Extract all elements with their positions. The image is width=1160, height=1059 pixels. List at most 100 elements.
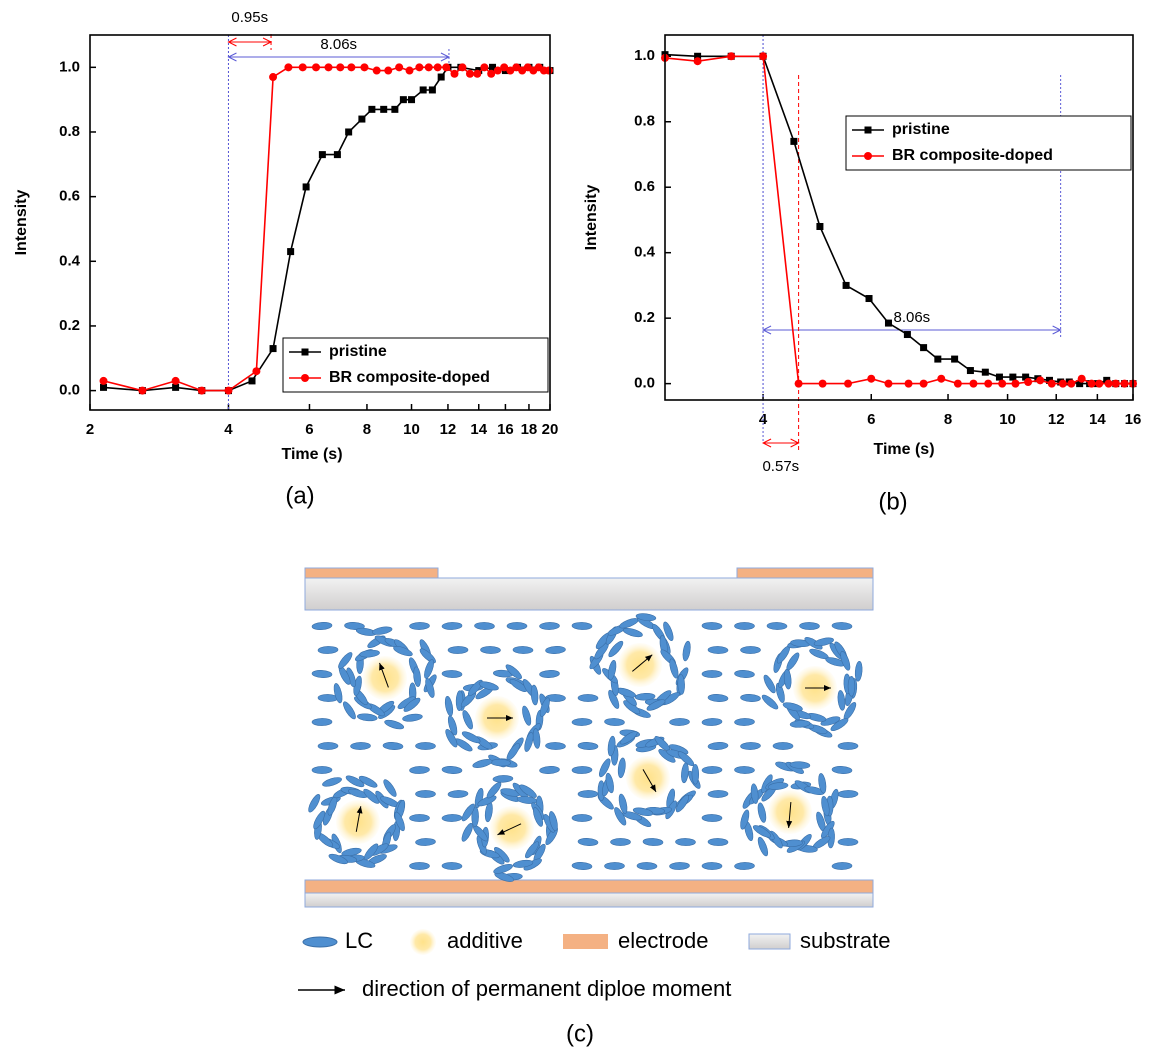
lc-molecule (669, 658, 679, 679)
lc-molecule (642, 838, 664, 846)
marker (1095, 379, 1104, 388)
marker (1077, 374, 1086, 383)
lc-molecule (757, 836, 769, 857)
lc-molecule (384, 719, 405, 730)
x-tick-label: 4 (224, 421, 233, 438)
dipole-arrow (632, 654, 653, 672)
lc-molecule (317, 646, 339, 654)
lc-molecule (750, 783, 759, 804)
lc-molecule (734, 766, 755, 774)
lc-molecule (734, 622, 755, 630)
lc-molecule (357, 713, 378, 722)
lc-molecule (799, 622, 820, 630)
marker (1024, 377, 1033, 386)
lc-molecule (478, 681, 499, 691)
lc-molecule (757, 802, 767, 823)
lc-molecule (467, 679, 483, 697)
lc-molecule (506, 742, 520, 761)
lc-molecule (636, 862, 658, 870)
lc-molecule (837, 690, 846, 711)
marker (904, 379, 913, 388)
marker (450, 69, 459, 78)
x-tick-label: 20 (542, 421, 559, 438)
lc-molecule (775, 682, 785, 703)
lc-molecule (740, 742, 761, 750)
lc-molecule (734, 718, 755, 726)
lc-molecule (577, 838, 599, 846)
marker (100, 383, 108, 391)
lc-molecule (461, 822, 473, 842)
x-tick-label: 14 (470, 421, 487, 438)
marker (995, 373, 1003, 381)
lc-molecule (813, 637, 834, 647)
marker (287, 248, 295, 256)
marker (693, 57, 702, 66)
marker (419, 86, 427, 94)
marker (919, 379, 928, 388)
marker (1011, 379, 1020, 388)
lc-molecule (837, 790, 859, 798)
legend-marker (301, 348, 309, 356)
marker (1111, 379, 1120, 388)
marker (884, 319, 892, 327)
legend-lc (302, 936, 338, 948)
marker (391, 105, 399, 113)
lc-molecule (359, 649, 380, 658)
lc-molecule (837, 838, 859, 846)
arrow-head (227, 37, 237, 47)
lc-molecule (409, 766, 430, 774)
marker (512, 63, 521, 72)
lc-molecule (734, 862, 755, 870)
lc-molecule (571, 862, 593, 870)
legend-text: LC (345, 928, 373, 953)
marker (966, 367, 974, 375)
marker (981, 368, 989, 376)
lc-molecule (506, 622, 528, 630)
lc-molecule (393, 646, 413, 657)
marker (969, 379, 978, 388)
lc-molecule (424, 659, 434, 679)
legend-electrode (563, 934, 608, 949)
lc-molecule (512, 859, 534, 868)
lc-molecule (831, 622, 853, 630)
marker (489, 63, 497, 71)
lc-molecule (486, 781, 502, 799)
marker (408, 96, 416, 104)
legend-text: direction of permanent diploe moment (362, 976, 731, 1001)
dipole-arrow (355, 806, 363, 832)
diagram: LC additive electrode substrate directio… (298, 567, 891, 1001)
lc-molecule (577, 790, 599, 798)
marker (920, 344, 928, 352)
x-tick-label: 10 (999, 411, 1016, 428)
lc-molecule (445, 729, 458, 748)
lc-molecule (512, 646, 534, 654)
lc-molecule (383, 779, 397, 797)
legend-additive (410, 929, 436, 955)
lc-molecule (539, 622, 560, 630)
arrow-head (227, 52, 237, 62)
marker (372, 66, 381, 75)
y-tick-label: 0.4 (634, 244, 656, 261)
y-tick-label: 0.0 (59, 382, 80, 399)
marker (269, 345, 277, 353)
marker (368, 105, 376, 113)
lc-molecule (701, 718, 723, 726)
lc-molecule (493, 863, 513, 874)
lc-molecule (402, 713, 423, 722)
lc-molecule (415, 742, 436, 750)
lc-molecule (409, 814, 430, 822)
lc-molecule (847, 675, 856, 697)
plot-frame (664, 34, 1134, 401)
lc-molecule (322, 777, 342, 787)
lc-molecule (413, 666, 421, 687)
lc-molecule (539, 670, 560, 678)
lc-molecule (444, 695, 454, 717)
x-tick-label: 16 (1125, 411, 1142, 428)
lc-molecule (740, 694, 761, 702)
x-tick-label: 8 (363, 421, 371, 438)
marker (465, 69, 474, 78)
annotation: 8.06s (320, 36, 357, 53)
annotation: 0.95s (231, 9, 268, 26)
marker (99, 376, 108, 385)
marker (867, 374, 876, 383)
